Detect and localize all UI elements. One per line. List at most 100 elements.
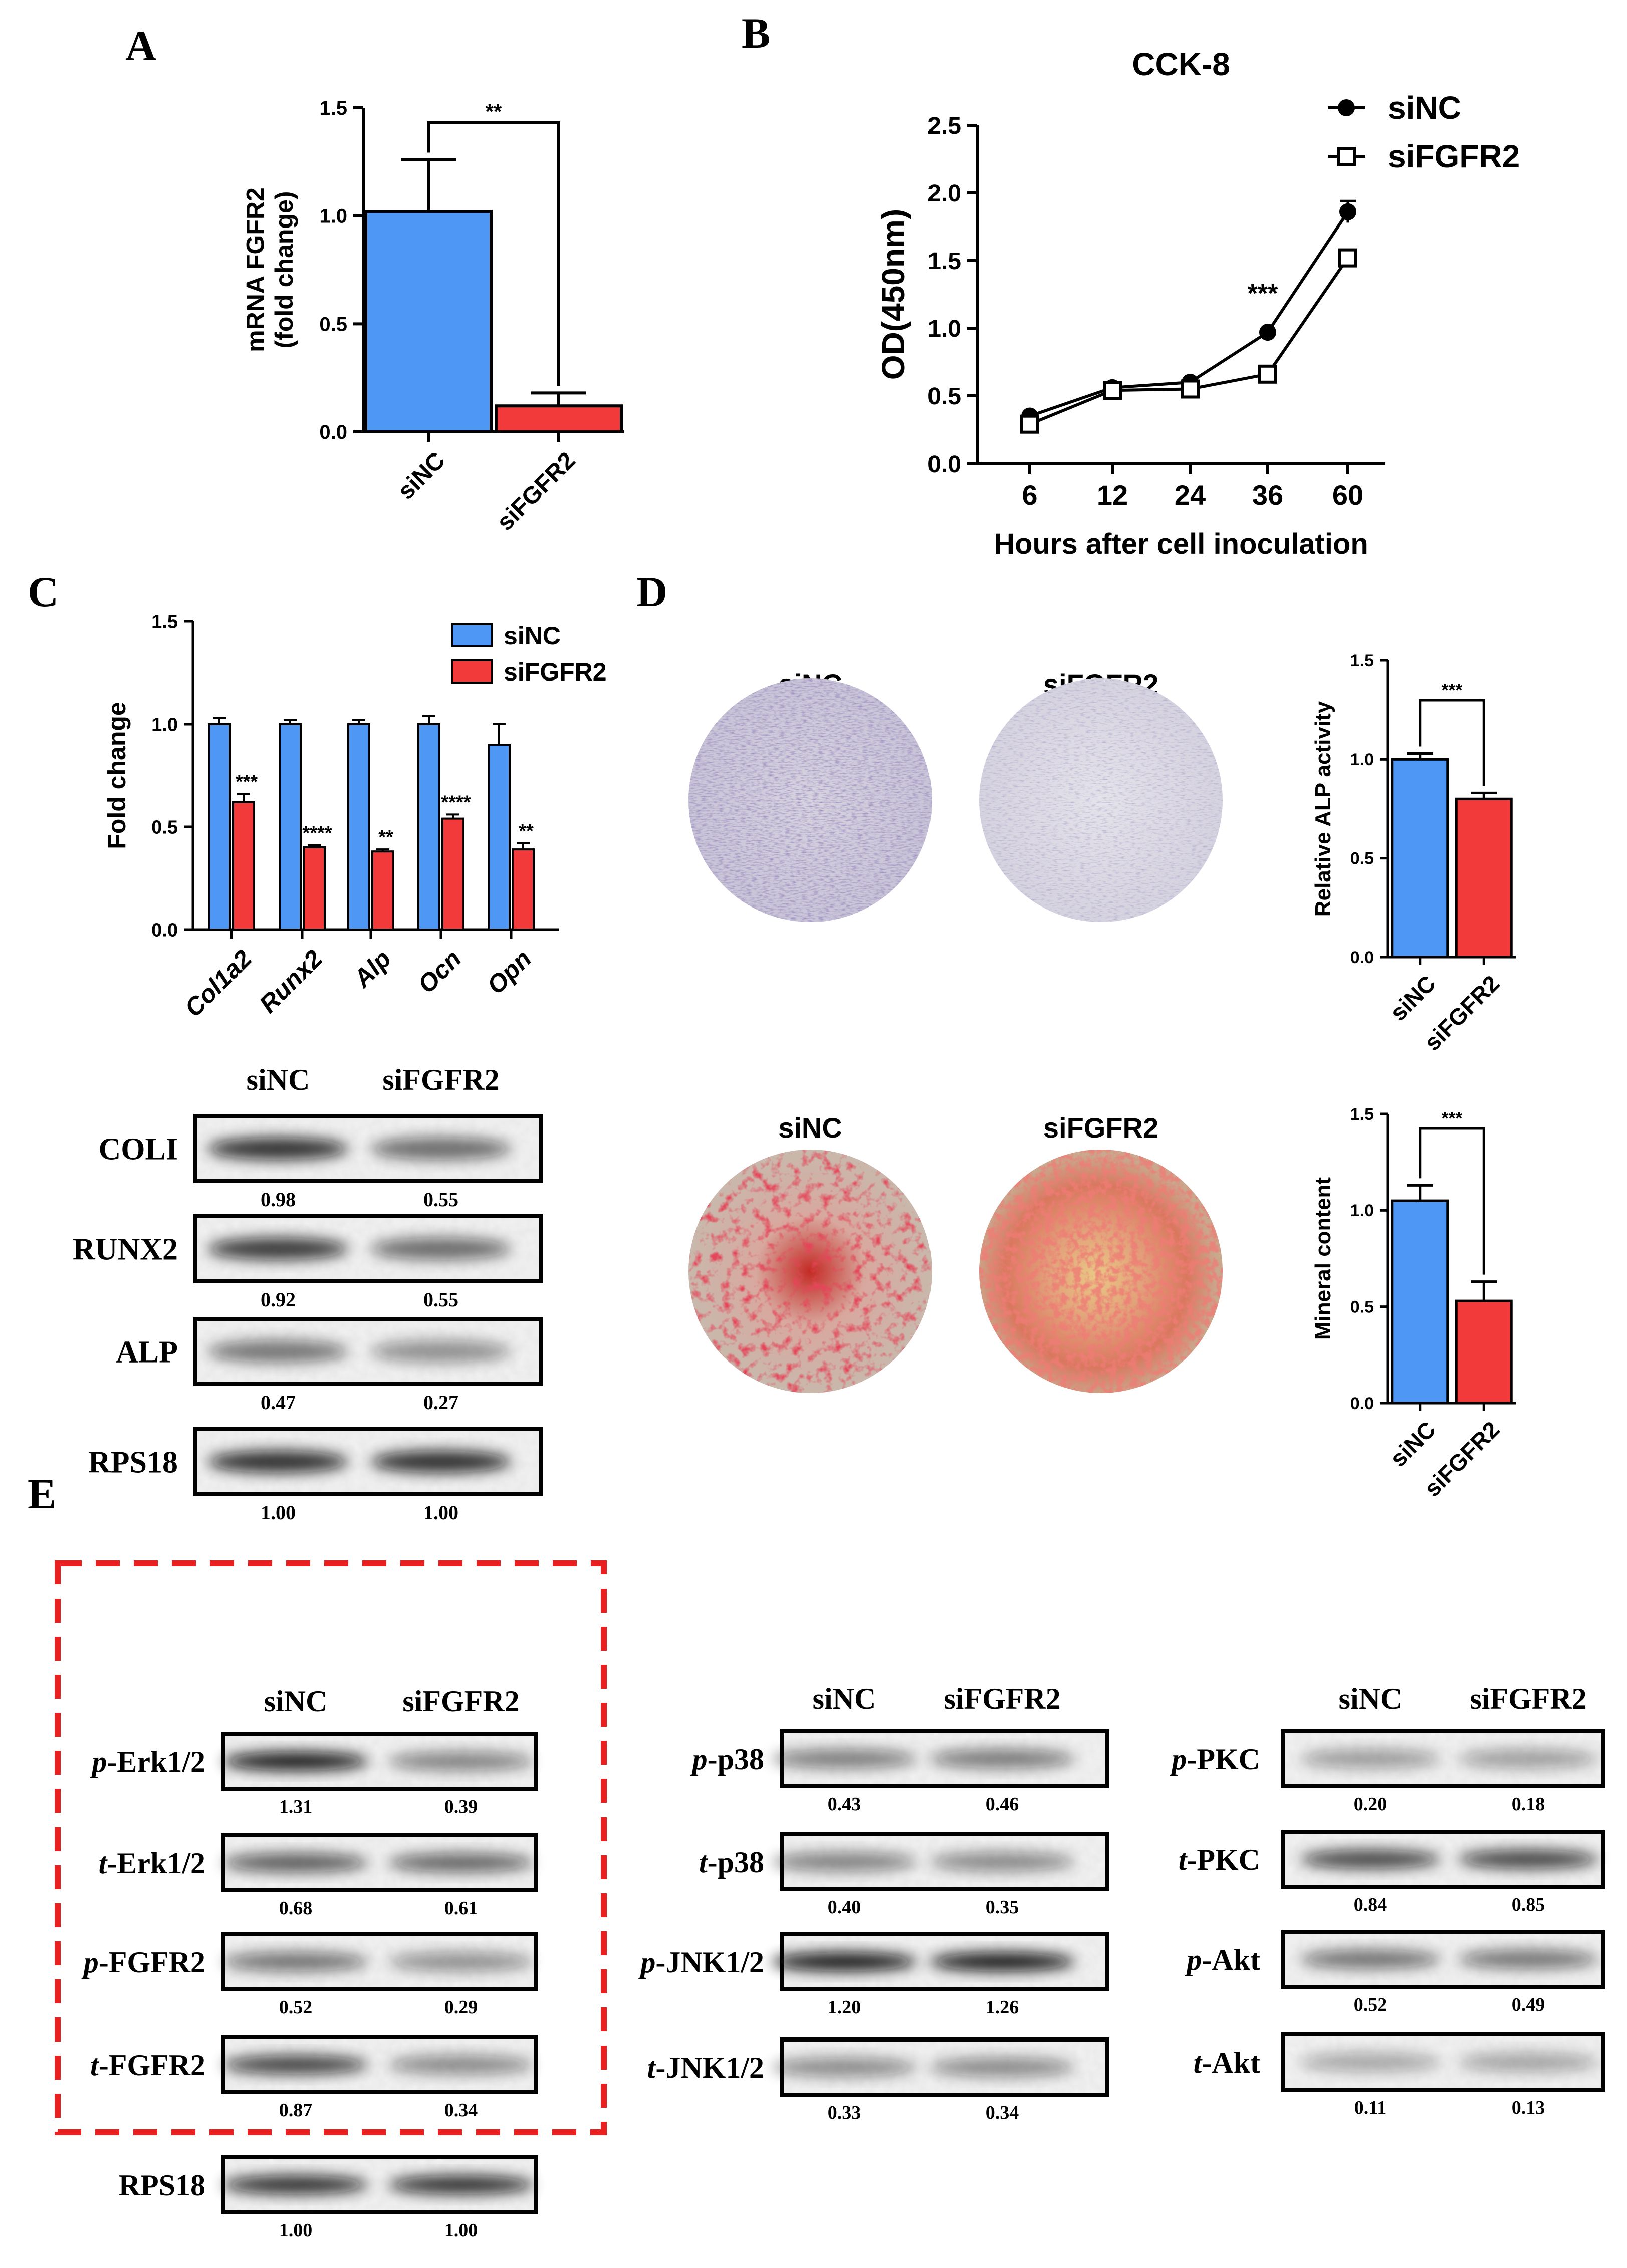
- blotE3-column-label: siFGFR2: [1470, 1682, 1586, 1715]
- chartD2-significance-bracket: [1419, 1127, 1485, 1275]
- blotE2-band-value: 0.40: [828, 1897, 861, 1918]
- chartC-significance-label: **: [378, 827, 393, 848]
- chartC-x-tick-label: Opn: [482, 945, 537, 1000]
- blotC-band-value: 0.92: [261, 1288, 296, 1311]
- chartB-point-siFGFR2: [1338, 248, 1357, 268]
- panel-label-a: A: [125, 22, 156, 70]
- chartD2-y-tick-label: 0.0: [1350, 1394, 1374, 1413]
- blotC-row-label: COLI: [99, 1132, 178, 1167]
- blotE1-band-value: 0.39: [444, 1796, 478, 1818]
- chartC-significance-label: ****: [302, 823, 332, 844]
- chartC-x-tick-label: Col1a2: [179, 945, 258, 1023]
- dashed-highlight-box: [55, 1560, 607, 2135]
- blotE3-band: [1300, 1749, 1441, 1768]
- blotE1-band-value: 0.52: [279, 1997, 313, 2018]
- chartD2-x-tick-label: siNC: [1385, 1416, 1441, 1472]
- chartC-y-axis-label: Fold change: [103, 702, 131, 849]
- blotE2-row-label: t-JNK1/2: [647, 2051, 764, 2084]
- chartA-y-tick-label: 0.5: [319, 313, 347, 335]
- chartC-bar-siFGFR2-Alp: [371, 850, 394, 931]
- blotE2-band: [772, 1852, 917, 1871]
- chartD1-y-tick-label: 1.5: [1350, 651, 1374, 670]
- chartD1-bar-siNC: [1391, 758, 1449, 959]
- chartB-legend-label: siNC: [1388, 90, 1461, 126]
- chartC-x-tick-label: Ocn: [412, 945, 467, 999]
- blotC-row-label: RUNX2: [73, 1233, 178, 1267]
- blotE1-band-value: 0.34: [444, 2100, 478, 2121]
- blotC-band-value: 0.55: [423, 1188, 458, 1211]
- blotE2-row-label: t-p38: [699, 1846, 764, 1879]
- blotE2-band-value: 0.46: [986, 1794, 1019, 1815]
- blotE1-band: [223, 1952, 368, 1971]
- chartD1-bar-siFGFR2: [1455, 797, 1513, 959]
- chartC-bar-siNC-Opn: [488, 744, 511, 931]
- blotE1-band: [223, 1853, 368, 1872]
- blotE2-band: [929, 1952, 1075, 1971]
- chartC-legend-swatch: [451, 623, 493, 647]
- chartB-x-tick-label: 6: [1022, 479, 1037, 511]
- alp-stain-sinc-image: [688, 678, 932, 922]
- chartD2-significance-label: ***: [1442, 1108, 1463, 1128]
- blotE3-row-label: p-PKC: [1169, 1743, 1260, 1776]
- blotE2-band-value: 0.34: [986, 2102, 1019, 2123]
- chartD1-y-tick-label: 0.0: [1350, 948, 1374, 967]
- chartB-title: CCK-8: [1132, 46, 1230, 82]
- chartD1-significance-label: ***: [1442, 680, 1463, 700]
- chartA-y-axis-label: mRNA FGFR2: [241, 187, 269, 352]
- blotE1-band-value: 1.00: [279, 2220, 313, 2241]
- blotE2-band-value: 1.26: [986, 1997, 1019, 2018]
- panel-label-b: B: [742, 9, 770, 57]
- chartB-point-siFGFR2: [1103, 381, 1122, 400]
- blotE3-band-value: 0.20: [1354, 1794, 1387, 1815]
- blotE2-column-label: siFGFR2: [944, 1682, 1060, 1715]
- stain-images: siNC siFGFR2 siNC siFGFR2: [688, 668, 1223, 1393]
- blotE3-row-label: p-Akt: [1184, 1943, 1260, 1976]
- ars-label-sinc: siNC: [778, 1112, 842, 1144]
- ars-stain-sifgfr2-image: [979, 1150, 1223, 1393]
- blotE2-band-value: 0.33: [828, 2102, 861, 2123]
- blotE1-row-label: t-Erk1/2: [99, 1847, 205, 1880]
- blotE3-band: [1458, 1850, 1598, 1869]
- chart-a-fgfr2-mrna: 0.0 0.5 1.0 1.5 mRNA FGFR2 (fold change) siNC s…: [241, 97, 624, 536]
- western-blot-e-pkc-akt: siNC siFGFR2 0.20 0.18 p-PKC 0.84 0.85 t-PKC 0.5…: [1169, 1682, 1605, 2118]
- chartC-significance-label: ****: [441, 792, 471, 813]
- chartB-y-tick-label: 1.0: [927, 316, 961, 342]
- blotC-band-value: 0.98: [261, 1188, 296, 1211]
- blotE1-row-label: p-FGFR2: [81, 1946, 205, 1979]
- blotE3-band: [1458, 1749, 1598, 1768]
- blotE1-band-value: 0.29: [444, 1997, 478, 2018]
- chartC-bar-siFGFR2-Col1a2: [232, 801, 255, 931]
- blotE2-band: [772, 2058, 917, 2077]
- chartC-y-tick-label: 0.0: [151, 920, 178, 941]
- chartA-y-axis-label: (fold change): [270, 191, 298, 349]
- blotE1-band: [223, 2175, 368, 2194]
- blotE1-column-label: siFGFR2: [402, 1685, 519, 1718]
- chartB-point-siFGFR2: [1258, 364, 1277, 384]
- ars-label-sifgfr2: siFGFR2: [1043, 1112, 1158, 1144]
- blotC-band: [208, 1137, 348, 1160]
- chartA-x-tick-label: siNC: [393, 447, 450, 505]
- chartB-legend-label: siFGFR2: [1388, 138, 1520, 174]
- chartC-legend-label: siFGFR2: [504, 658, 607, 686]
- chartA-significance-label: **: [486, 100, 502, 123]
- chartD2-y-axis-label: Mineral content: [1311, 1177, 1335, 1340]
- blotE3-band-value: 0.85: [1512, 1894, 1545, 1915]
- chartB-significance-label: ***: [1248, 279, 1278, 308]
- blotC-band-value: 0.47: [261, 1391, 296, 1414]
- blotC-band-value: 1.00: [261, 1501, 296, 1524]
- blotE2-band-value: 1.20: [828, 1997, 861, 2018]
- chartD2-y-tick-label: 1.5: [1350, 1105, 1374, 1124]
- chartB-legend-marker: [1338, 99, 1355, 116]
- chartA-x-tick-label: siFGFR2: [492, 447, 580, 536]
- blotE3-band-value: 0.84: [1354, 1894, 1387, 1915]
- chartB-point-siFGFR2: [1020, 414, 1039, 434]
- chartC-y-tick-label: 1.0: [151, 714, 178, 735]
- chartC-x-tick-label: Alp: [347, 945, 396, 994]
- chartB-x-tick-label: 36: [1252, 479, 1283, 511]
- chartD2-y-tick-label: 1.0: [1350, 1201, 1374, 1220]
- chartC-bar-siFGFR2-Opn: [512, 848, 535, 931]
- panel-label-e: E: [28, 1470, 56, 1518]
